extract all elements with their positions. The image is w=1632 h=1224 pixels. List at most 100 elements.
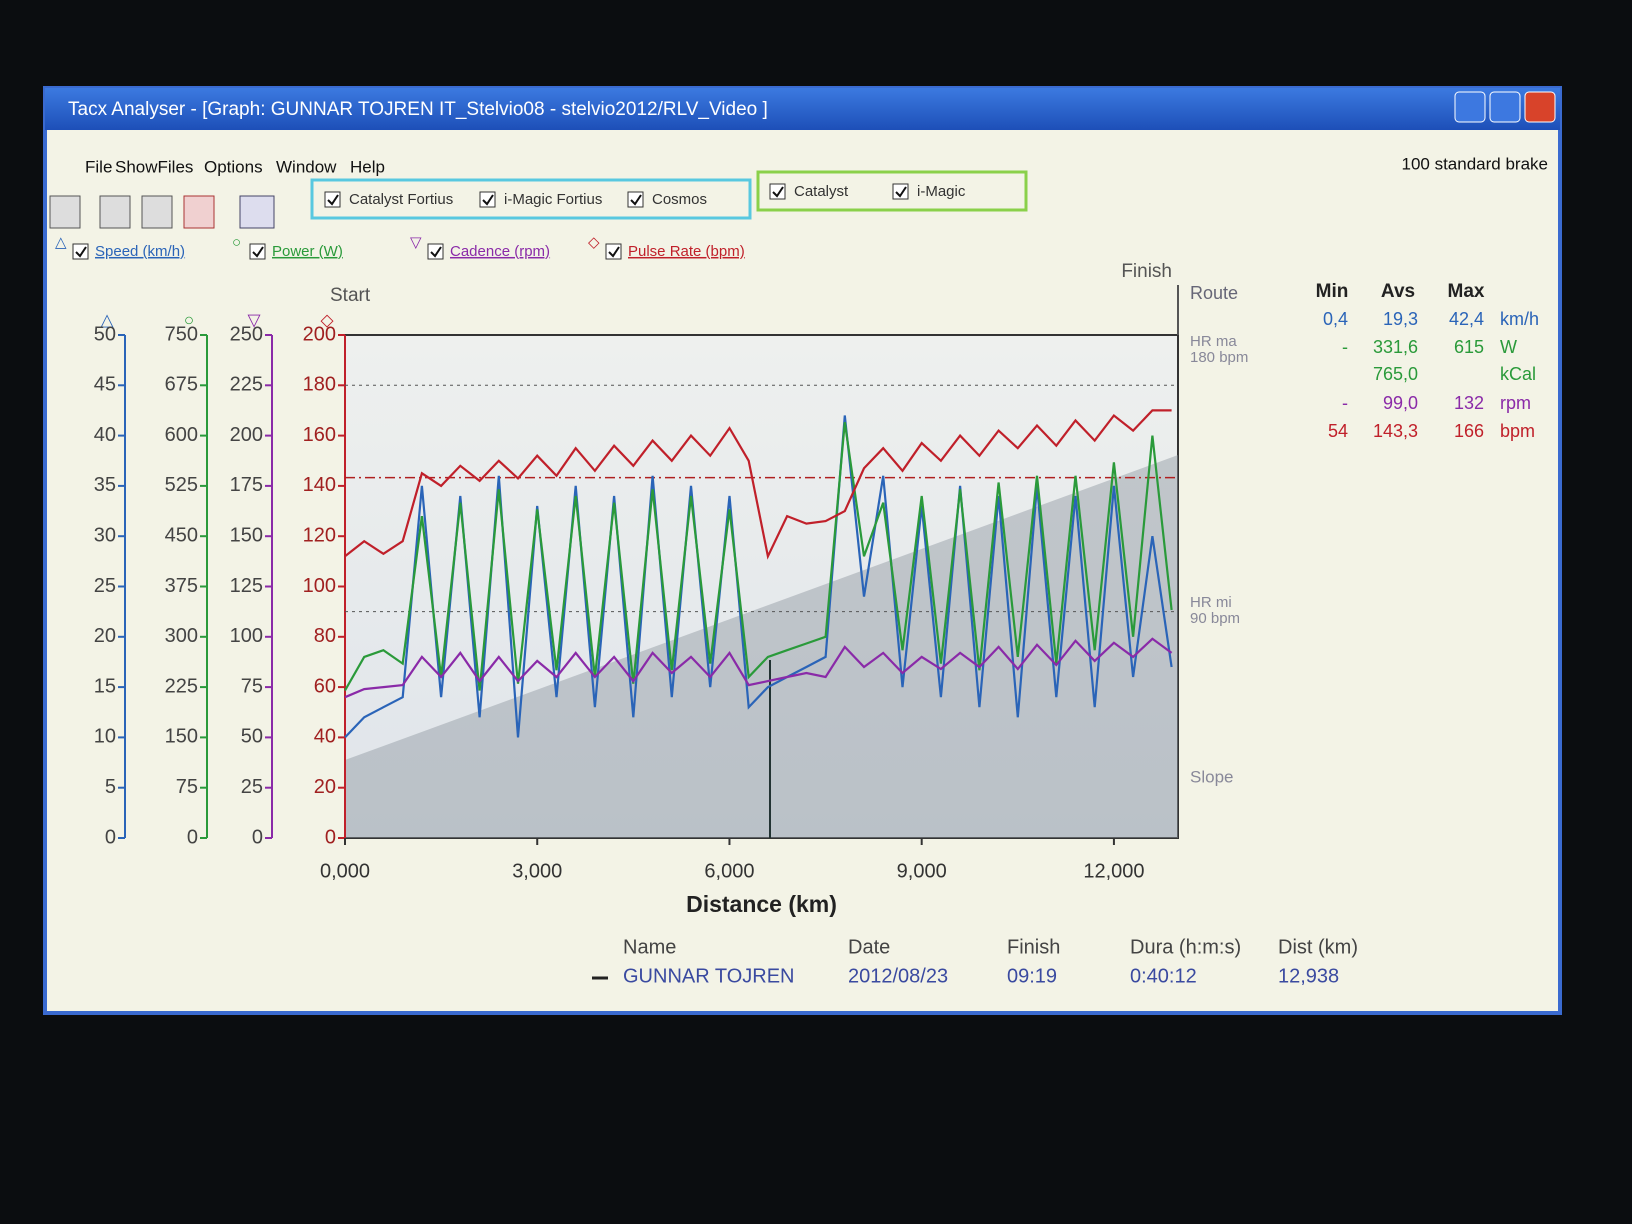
y-tick-label: 35: [94, 474, 116, 496]
channel-label[interactable]: Speed (km/h): [95, 243, 185, 260]
stats-unit: rpm: [1500, 393, 1531, 413]
channel-label[interactable]: Pulse Rate (bpm): [628, 243, 745, 260]
tool-graph[interactable]: [99, 195, 131, 229]
stats-value: -: [1342, 337, 1348, 357]
y-tick-label: 180: [303, 374, 336, 396]
checkbox[interactable]: [324, 191, 341, 208]
y-tick-label: 225: [230, 374, 263, 396]
y-axis-symbol: ◇: [320, 310, 334, 329]
plot-area: [344, 334, 1179, 839]
menu-item[interactable]: ShowFiles: [115, 157, 193, 176]
checkbox[interactable]: [605, 243, 622, 260]
x-tick-label: 12,000: [1083, 860, 1144, 882]
minimize-button[interactable]: [1454, 91, 1486, 123]
menu-bar: File ShowFiles Options Window Help: [85, 157, 385, 176]
channel-toggles: △ Speed (km/h) ○ Power (W) ▽ Cadence (rpm) ◇ Pu…: [55, 234, 745, 260]
series-line: [344, 422, 1173, 692]
close-button[interactable]: [1524, 91, 1556, 123]
slope-profile: [345, 455, 1178, 838]
stats-value: 331,6: [1373, 337, 1418, 357]
filter-group-fortius: [310, 178, 752, 220]
footer-header: Name: [623, 936, 676, 958]
y-tick-label: 0: [325, 826, 336, 848]
checkmark: [608, 246, 620, 258]
y-axis-symbol: △: [100, 310, 114, 329]
tool-windows[interactable]: [239, 195, 275, 229]
menu-item[interactable]: Window: [276, 157, 337, 176]
filter-label: Cosmos: [652, 191, 707, 208]
menu-item[interactable]: Options: [204, 157, 263, 176]
y-tick-label: 375: [165, 575, 198, 597]
window-title: Tacx Analyser - [Graph: GUNNAR TOJREN IT…: [68, 99, 768, 120]
checkbox[interactable]: [627, 191, 644, 208]
route-label: Route: [1190, 283, 1238, 303]
checkmark: [772, 186, 784, 198]
checkmark: [75, 246, 87, 258]
stats-header: Avs: [1381, 281, 1415, 302]
checkbox[interactable]: [72, 243, 89, 260]
channel-symbol: ○: [232, 234, 241, 251]
x-tick-label: 0,000: [320, 860, 370, 882]
filters: Catalyst Fortius i-Magic Fortius Cosmos Cat…: [324, 183, 966, 208]
stats-unit: bpm: [1500, 421, 1535, 441]
checkmark: [482, 194, 494, 206]
checkbox[interactable]: [479, 191, 496, 208]
maximize-button[interactable]: [1489, 91, 1521, 123]
stats-unit: km/h: [1500, 309, 1539, 329]
y-tick-label: 20: [314, 776, 336, 798]
y-tick-label: 225: [165, 675, 198, 697]
y-tick-label: 25: [94, 575, 116, 597]
tool-table[interactable]: [141, 195, 173, 229]
y-tick-label: 250: [230, 323, 263, 345]
y-tick-label: 200: [230, 424, 263, 446]
menu-item[interactable]: File: [85, 157, 112, 176]
checkbox[interactable]: [892, 183, 909, 200]
y-tick-label: 120: [303, 524, 336, 546]
y-tick-label: 45: [94, 374, 116, 396]
footer-header: Dura (h:m:s): [1130, 936, 1241, 958]
y-tick-label: 15: [94, 675, 116, 697]
brake-label: 100 standard brake: [1402, 154, 1549, 173]
y-tick-label: 50: [94, 323, 116, 345]
stats-value: 99,0: [1383, 393, 1418, 413]
channel-label[interactable]: Cadence (rpm): [450, 243, 550, 260]
checkbox[interactable]: [427, 243, 444, 260]
footer-value: 12,938: [1278, 965, 1339, 987]
stats-value: 132: [1454, 393, 1484, 413]
tool-laps[interactable]: [183, 195, 215, 229]
y-tick-label: 175: [230, 474, 263, 496]
toolbar: [49, 195, 275, 229]
stats-unit: W: [1500, 337, 1517, 357]
menu-item[interactable]: Help: [350, 157, 385, 176]
stats-unit: kCal: [1500, 364, 1536, 384]
tool-print[interactable]: [49, 195, 81, 229]
footer-header: Dist (km): [1278, 936, 1358, 958]
stats-value: 166: [1454, 421, 1484, 441]
y-tick-label: 600: [165, 424, 198, 446]
checkbox[interactable]: [769, 183, 786, 200]
y-tick-label: 40: [94, 424, 116, 446]
footer-value: GUNNAR TOJREN: [623, 965, 795, 987]
x-tick-label: 6,000: [704, 860, 754, 882]
series-line: [344, 409, 1172, 560]
filter-label: i-Magic: [917, 183, 966, 200]
checkbox[interactable]: [249, 243, 266, 260]
channel-symbol: ◇: [588, 234, 600, 251]
checkmark: [630, 194, 642, 206]
stats-header: Max: [1448, 281, 1485, 302]
channel-label[interactable]: Power (W): [272, 243, 343, 260]
y-tick-label: 675: [165, 374, 198, 396]
filter-label: i-Magic Fortius: [504, 191, 602, 208]
y-tick-label: 525: [165, 474, 198, 496]
channel-symbol: ▽: [410, 234, 422, 251]
x-axis-title: Distance (km): [686, 891, 837, 917]
footer-value: 09:19: [1007, 965, 1057, 987]
stats-value: 615: [1454, 337, 1484, 357]
y-tick-label: 150: [230, 524, 263, 546]
stats-header: Min: [1316, 281, 1349, 302]
y-axis-symbol: ○: [184, 310, 194, 329]
y-tick-label: 0: [187, 826, 198, 848]
series-line: [344, 637, 1173, 699]
filter-label: Catalyst Fortius: [349, 191, 453, 208]
